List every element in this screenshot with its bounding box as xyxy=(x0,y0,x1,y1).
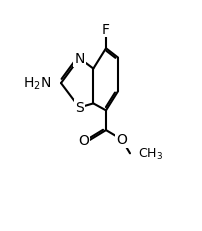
Text: O: O xyxy=(116,133,127,147)
Text: H$_2$N: H$_2$N xyxy=(23,76,51,92)
Text: O: O xyxy=(78,134,89,148)
Text: S: S xyxy=(75,101,84,115)
Text: F: F xyxy=(102,23,110,37)
Text: CH$_3$: CH$_3$ xyxy=(138,146,163,161)
Text: N: N xyxy=(74,52,84,66)
